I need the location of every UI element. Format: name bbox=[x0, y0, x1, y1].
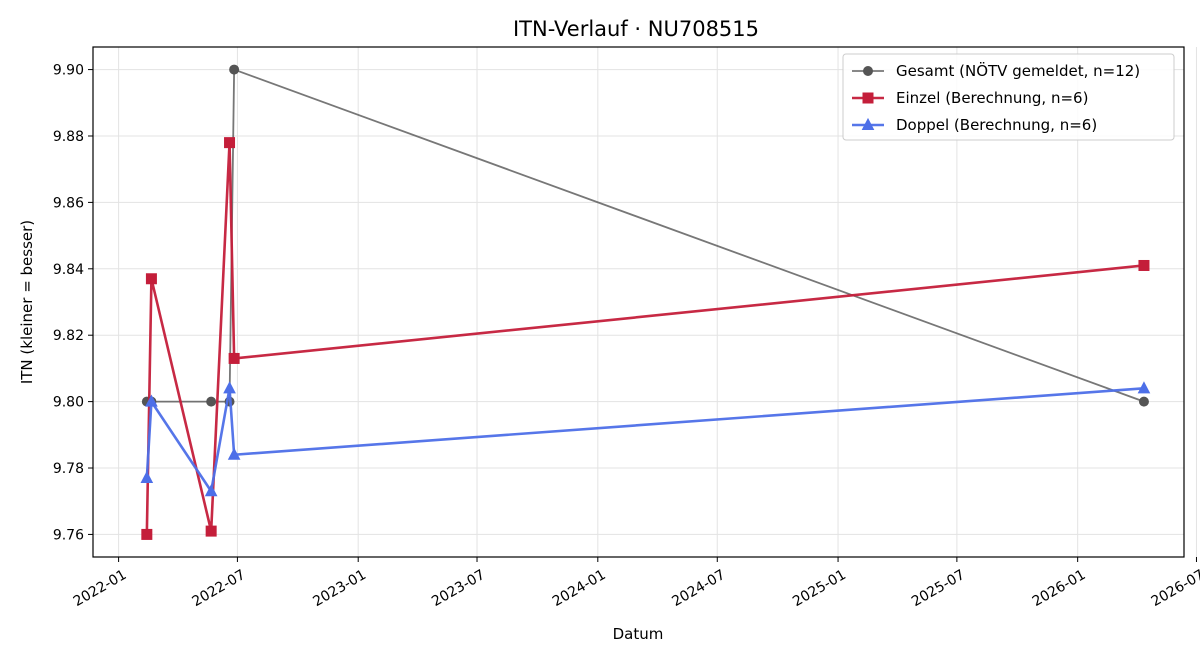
x-tick-label: 2025-07 bbox=[909, 567, 968, 610]
x-axis-title: Datum bbox=[613, 625, 664, 643]
x-tick-label: 2023-01 bbox=[310, 567, 369, 610]
y-tick-label: 9.88 bbox=[53, 129, 84, 145]
data-point bbox=[1138, 259, 1150, 271]
legend-frame bbox=[842, 53, 1175, 141]
legend: Gesamt (NÖTV gemeldet, n=12) Einzel (Bere… bbox=[842, 53, 1175, 141]
y-tick-label: 9.90 bbox=[53, 63, 84, 79]
grid bbox=[93, 47, 1197, 557]
series-triangle bbox=[140, 381, 1151, 497]
data-point bbox=[205, 525, 217, 537]
data-point bbox=[145, 394, 158, 407]
data-point bbox=[141, 528, 153, 540]
data-point bbox=[145, 273, 157, 285]
chart-title: ITN-Verlauf · NU708515 bbox=[513, 17, 759, 41]
y-tick-label: 9.80 bbox=[53, 395, 84, 411]
x-tick-label: 2026-07 bbox=[1149, 567, 1200, 610]
series-line bbox=[145, 387, 1145, 493]
x-axis: 2022-01 2022-07 2023-01 2023-07 2024-01 2024-… bbox=[71, 557, 1200, 610]
legend-label: Gesamt (NÖTV gemeldet, n=12) bbox=[896, 61, 1140, 80]
y-axis-title: ITN (kleiner = besser) bbox=[18, 220, 36, 384]
x-tick-label: 2022-07 bbox=[190, 567, 249, 610]
y-axis: 9.76 9.78 9.80 9.82 9.84 9.86 9.88 9.90 bbox=[53, 63, 93, 543]
legend-marker bbox=[863, 66, 873, 76]
data-point bbox=[204, 484, 218, 497]
x-tick-label: 2023-07 bbox=[429, 567, 488, 610]
legend-marker bbox=[862, 92, 874, 104]
data-point bbox=[229, 64, 240, 75]
series-square bbox=[141, 137, 1150, 540]
data-point bbox=[223, 381, 236, 394]
legend-label: Einzel (Berechnung, n=6) bbox=[896, 89, 1088, 107]
y-tick-label: 9.86 bbox=[53, 195, 84, 211]
x-tick-label: 2025-01 bbox=[790, 567, 849, 610]
data-point bbox=[1138, 396, 1149, 407]
data-point bbox=[228, 352, 240, 364]
x-tick-label: 2022-01 bbox=[71, 567, 130, 610]
y-tick-label: 9.78 bbox=[53, 461, 84, 477]
data-point bbox=[224, 137, 236, 149]
data-point bbox=[140, 470, 154, 483]
series-layer bbox=[140, 64, 1151, 540]
data-point bbox=[227, 447, 241, 460]
data-point bbox=[206, 396, 217, 407]
legend-label: Doppel (Berechnung, n=6) bbox=[896, 116, 1097, 134]
plot-frame bbox=[92, 46, 1185, 558]
legend-marker bbox=[861, 117, 875, 130]
x-tick-label: 2024-01 bbox=[550, 567, 609, 610]
x-tick-label: 2026-01 bbox=[1030, 567, 1089, 610]
y-tick-label: 9.82 bbox=[53, 328, 84, 344]
series-line bbox=[145, 141, 1145, 535]
x-tick-label: 2024-07 bbox=[669, 567, 728, 610]
data-point bbox=[1137, 381, 1151, 394]
y-tick-label: 9.84 bbox=[53, 262, 84, 278]
y-tick-label: 9.76 bbox=[53, 527, 84, 543]
